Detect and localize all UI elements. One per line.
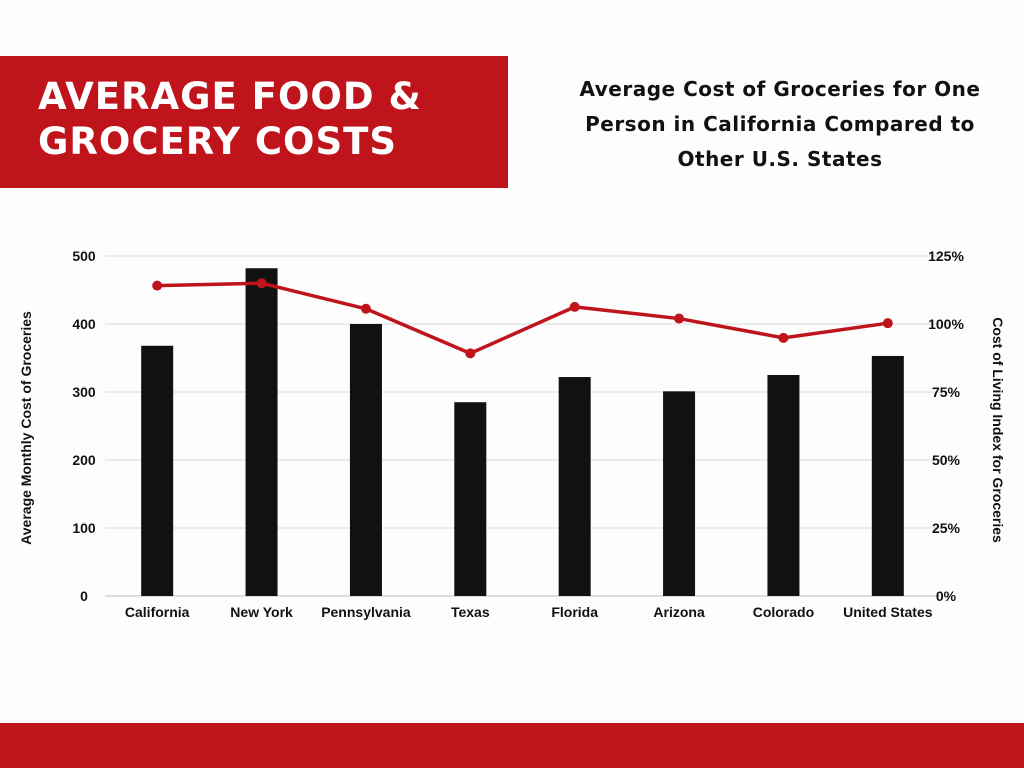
title-banner: AVERAGE FOOD & GROCERY COSTS: [0, 56, 508, 188]
bar-united-states: [871, 355, 904, 596]
y-tick-label: 200: [72, 452, 96, 468]
index-point: [152, 280, 163, 291]
bar-florida: [558, 377, 591, 596]
y-tick-label: 400: [72, 316, 96, 332]
bar-arizona: [663, 391, 696, 596]
y2-tick-label: 50%: [932, 452, 961, 468]
index-point: [569, 301, 580, 312]
x-tick-label: California: [125, 604, 190, 620]
index-point: [778, 332, 789, 343]
index-point: [674, 313, 685, 324]
y-tick-label: 0: [80, 588, 88, 604]
bar-new-york: [245, 268, 278, 596]
banner-title: AVERAGE FOOD & GROCERY COSTS: [38, 75, 422, 163]
y-tick-label: 100: [72, 520, 96, 536]
y2-tick-label: 25%: [932, 520, 961, 536]
y-tick-label: 300: [72, 384, 96, 400]
y-tick-label: 500: [72, 248, 96, 264]
y2-tick-label: 100%: [928, 316, 964, 332]
index-point: [465, 348, 476, 359]
y-axis-label: Average Monthly Cost of Groceries: [18, 311, 34, 545]
x-tick-label: Colorado: [753, 604, 814, 620]
bar-texas: [454, 402, 487, 596]
index-point: [882, 318, 893, 329]
index-point: [256, 278, 267, 289]
x-tick-label: Pennsylvania: [321, 604, 411, 620]
y2-tick-label: 75%: [932, 384, 961, 400]
index-line: [157, 281, 889, 356]
footer-band: [0, 723, 1024, 768]
x-tick-label: United States: [843, 604, 933, 620]
x-tick-label: Arizona: [653, 604, 705, 620]
bar-pennsylvania: [349, 324, 382, 596]
x-tick-label: Texas: [451, 604, 490, 620]
index-point: [360, 303, 371, 314]
bar-california: [141, 345, 174, 596]
bar-colorado: [767, 375, 800, 596]
x-tick-label: New York: [230, 604, 293, 620]
y2-tick-label: 0%: [936, 588, 957, 604]
chart-subtitle: Average Cost of Groceries for One Person…: [579, 77, 981, 171]
x-tick-label: Florida: [551, 604, 598, 620]
y2-tick-label: 125%: [928, 248, 964, 264]
y2-axis-label: Cost of Living Index for Groceries: [990, 317, 1006, 543]
